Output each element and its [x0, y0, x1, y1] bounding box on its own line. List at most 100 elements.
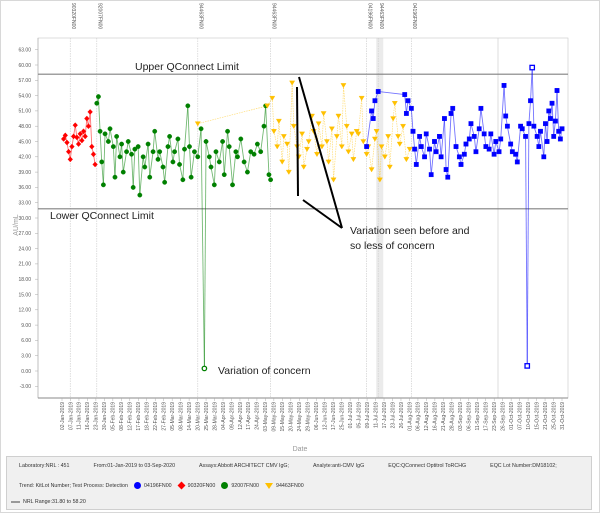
- data-point[interactable]: [177, 162, 182, 167]
- data-point[interactable]: [372, 98, 378, 104]
- data-point[interactable]: [418, 144, 424, 149]
- data-point[interactable]: [330, 177, 337, 183]
- data-point[interactable]: [137, 192, 143, 198]
- data-point[interactable]: [538, 128, 543, 134]
- data-point[interactable]: [432, 139, 437, 144]
- data-point[interactable]: [87, 109, 93, 115]
- data-point[interactable]: [385, 134, 392, 140]
- data-point[interactable]: [529, 64, 536, 71]
- data-point[interactable]: [194, 121, 201, 127]
- data-point[interactable]: [445, 174, 451, 180]
- data-point[interactable]: [110, 144, 116, 150]
- data-point[interactable]: [442, 116, 447, 121]
- data-point[interactable]: [221, 172, 227, 178]
- data-point[interactable]: [471, 133, 477, 139]
- data-point[interactable]: [175, 136, 181, 142]
- data-point[interactable]: [100, 182, 106, 188]
- data-point[interactable]: [345, 149, 352, 155]
- data-point[interactable]: [89, 143, 95, 150]
- data-point[interactable]: [129, 151, 134, 157]
- data-point[interactable]: [182, 146, 187, 152]
- data-point[interactable]: [523, 133, 528, 139]
- data-point[interactable]: [112, 174, 118, 180]
- data-point[interactable]: [408, 105, 414, 111]
- data-point[interactable]: [188, 174, 194, 180]
- data-point[interactable]: [99, 159, 105, 165]
- data-point[interactable]: [458, 162, 464, 167]
- data-point[interactable]: [220, 139, 225, 144]
- data-point[interactable]: [208, 164, 214, 170]
- data-point[interactable]: [203, 139, 209, 144]
- data-point[interactable]: [412, 146, 418, 152]
- data-point[interactable]: [85, 123, 92, 130]
- data-point[interactable]: [140, 154, 146, 160]
- data-point[interactable]: [72, 122, 78, 129]
- data-point[interactable]: [187, 144, 192, 150]
- data-point[interactable]: [152, 128, 158, 134]
- data-point[interactable]: [514, 159, 520, 165]
- data-point[interactable]: [165, 144, 171, 150]
- data-point[interactable]: [378, 144, 385, 150]
- data-point[interactable]: [90, 151, 97, 158]
- data-point[interactable]: [524, 363, 531, 369]
- data-point[interactable]: [443, 167, 449, 172]
- data-point[interactable]: [147, 174, 153, 180]
- data-point[interactable]: [536, 144, 542, 149]
- data-point[interactable]: [167, 133, 173, 139]
- data-point[interactable]: [274, 144, 281, 150]
- data-point[interactable]: [77, 130, 83, 137]
- data-point[interactable]: [548, 116, 553, 121]
- data-point[interactable]: [453, 144, 459, 149]
- data-point[interactable]: [368, 167, 375, 173]
- data-point[interactable]: [456, 154, 462, 160]
- data-point[interactable]: [364, 144, 370, 149]
- data-point[interactable]: [400, 123, 407, 129]
- data-point[interactable]: [503, 113, 509, 119]
- data-point[interactable]: [543, 121, 548, 127]
- data-point[interactable]: [463, 141, 469, 147]
- data-point[interactable]: [437, 133, 442, 139]
- data-point[interactable]: [320, 111, 327, 117]
- data-point[interactable]: [235, 154, 240, 160]
- data-point[interactable]: [390, 116, 397, 122]
- data-point[interactable]: [120, 169, 126, 175]
- data-point[interactable]: [406, 146, 413, 152]
- data-point[interactable]: [280, 134, 287, 140]
- data-point[interactable]: [373, 129, 380, 135]
- data-point[interactable]: [448, 111, 454, 116]
- data-point[interactable]: [348, 131, 355, 137]
- data-point[interactable]: [488, 131, 494, 137]
- data-point[interactable]: [266, 172, 272, 178]
- data-point[interactable]: [300, 164, 307, 170]
- data-point[interactable]: [528, 98, 533, 104]
- data-point[interactable]: [355, 131, 362, 137]
- data-point[interactable]: [314, 152, 320, 158]
- data-point[interactable]: [114, 133, 120, 139]
- data-point[interactable]: [304, 146, 310, 152]
- data-point[interactable]: [315, 121, 322, 127]
- data-point[interactable]: [338, 144, 345, 150]
- data-point[interactable]: [552, 118, 558, 124]
- data-point[interactable]: [261, 123, 267, 129]
- data-point[interactable]: [96, 94, 101, 100]
- data-point[interactable]: [501, 82, 507, 88]
- data-point[interactable]: [340, 83, 347, 89]
- data-point[interactable]: [360, 139, 367, 145]
- data-point[interactable]: [155, 156, 161, 162]
- data-point[interactable]: [211, 182, 217, 188]
- data-point[interactable]: [468, 121, 474, 127]
- data-point[interactable]: [375, 89, 381, 94]
- data-point[interactable]: [486, 146, 492, 152]
- data-point[interactable]: [195, 154, 201, 160]
- data-point[interactable]: [269, 95, 276, 101]
- data-point[interactable]: [396, 141, 403, 147]
- data-point[interactable]: [74, 134, 80, 141]
- data-point[interactable]: [417, 133, 423, 139]
- data-point[interactable]: [386, 164, 393, 170]
- data-point[interactable]: [225, 128, 230, 134]
- data-point[interactable]: [170, 159, 176, 165]
- data-point[interactable]: [94, 100, 100, 106]
- data-point[interactable]: [531, 123, 537, 129]
- data-point[interactable]: [150, 149, 156, 155]
- data-point[interactable]: [185, 103, 191, 109]
